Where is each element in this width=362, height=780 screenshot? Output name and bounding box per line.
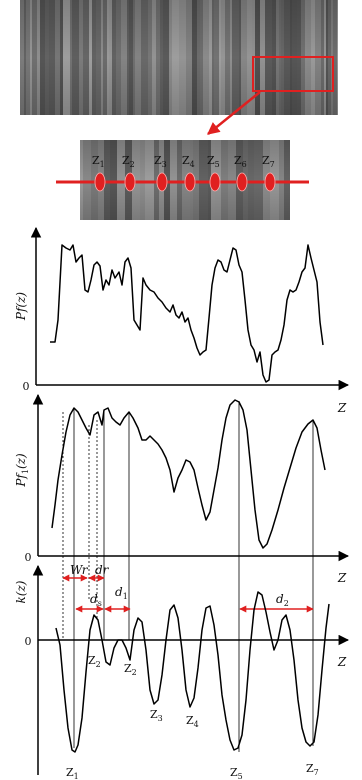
plot-k-point-label: Z2: [88, 654, 101, 669]
peak-dot: [124, 172, 136, 192]
peak-dot: [156, 172, 168, 192]
plot-pf1-y-label: Pf1(z): [14, 453, 30, 488]
plot-pf-curve: [50, 244, 324, 383]
d1-label: d1: [115, 585, 128, 601]
peak-dot: [209, 172, 221, 192]
plot-k-y-label: k(z): [14, 580, 28, 603]
peak-dot: [94, 172, 106, 192]
d2-label: d2: [276, 592, 289, 608]
peak-dots: [94, 172, 276, 192]
peak-guides: [62, 401, 314, 752]
plot-k-x-label: Z: [337, 655, 347, 669]
measurements: Wr dr ds d1 d2: [62, 563, 314, 613]
plot-k-point-label: Z3: [150, 708, 163, 723]
plot-k-point-label: Z7: [306, 762, 319, 777]
peak-dot: [264, 172, 276, 192]
wr-label: Wr: [70, 563, 89, 577]
peak-dot: [184, 172, 196, 192]
plot-k-curve: [55, 591, 330, 753]
plot-pf-origin: 0: [23, 380, 30, 393]
plot-pf-y-label: Pf(z): [14, 292, 28, 322]
roi-rectangle: [252, 56, 334, 92]
plot-pf1-curve: [51, 399, 326, 549]
plot-pf1-x-label: Z: [337, 571, 347, 585]
dr-label: dr: [95, 563, 110, 577]
ds-label: ds: [90, 592, 102, 608]
plot-k-point-label: Z2: [124, 662, 137, 677]
plot-pf-x-label: Z: [337, 401, 347, 415]
peak-dot: [236, 172, 248, 192]
plot-k-point-label: Z1: [66, 766, 79, 780]
zoom-arrow: [207, 91, 261, 135]
plot-k-point-label: Z5: [230, 766, 243, 780]
plot-pf1-origin: 0: [25, 551, 32, 564]
plot-k: k(z) 0 Z Z2 Z2 Z1 Z3 Z4 Z5 Z7: [14, 564, 350, 780]
plot-pf: Pf(z) 0 Z: [14, 226, 350, 415]
plot-k-point-label: Z4: [186, 714, 199, 729]
plot-k-origin: 0: [25, 635, 32, 648]
plot-k-point-labels: Z2 Z2 Z1 Z3 Z4 Z5 Z7: [66, 654, 319, 780]
plot-pf1: Pf1(z) 0 Z: [14, 393, 350, 585]
